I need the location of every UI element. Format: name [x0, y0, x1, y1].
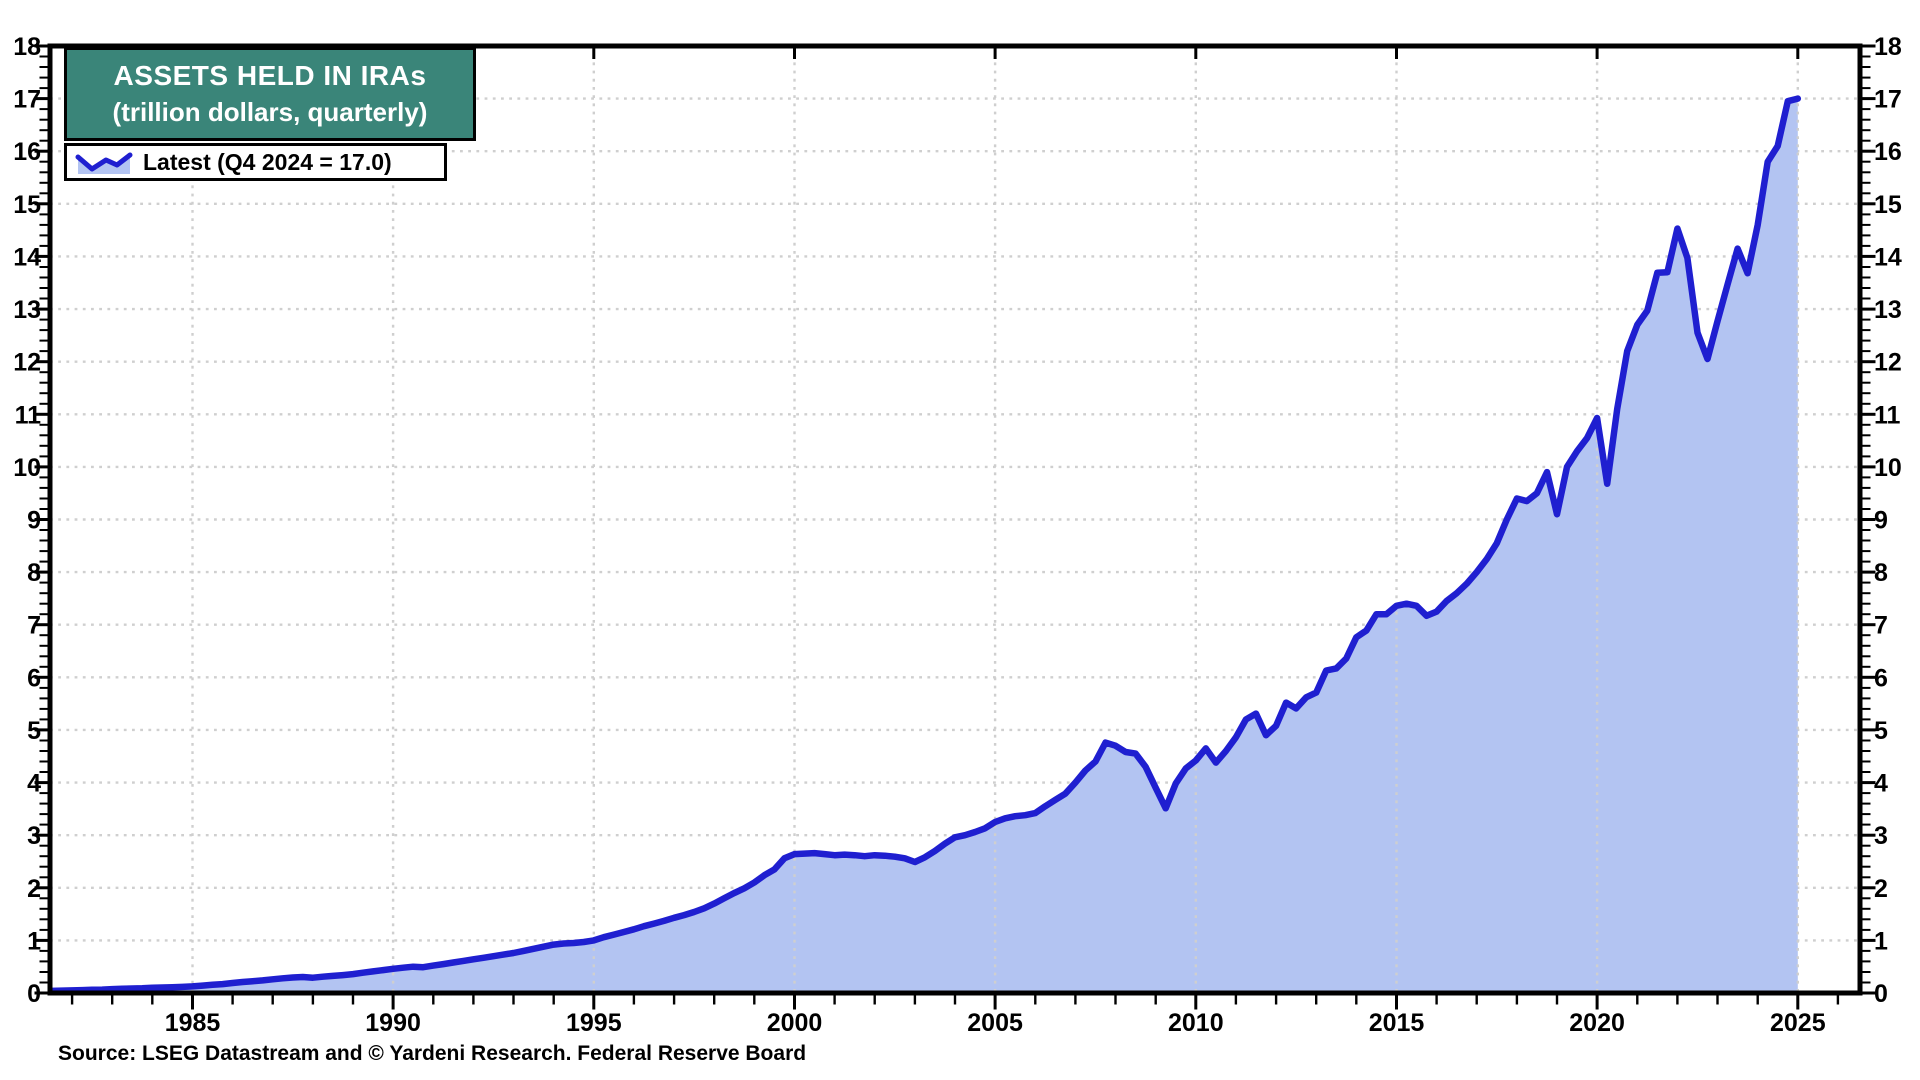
y-axis-label-left: 0 — [27, 980, 41, 1008]
x-axis-label: 2010 — [1168, 1009, 1224, 1037]
y-axis-label-right: 0 — [1874, 980, 1888, 1008]
y-axis-label-left: 1 — [27, 927, 41, 955]
x-axis-label: 2020 — [1569, 1009, 1625, 1037]
y-axis-label-right: 14 — [1874, 243, 1902, 271]
y-axis-label-right: 17 — [1874, 86, 1902, 114]
y-axis-label-right: 10 — [1874, 454, 1902, 482]
plot-frame — [47, 43, 1863, 996]
y-axis-label-right: 4 — [1874, 770, 1888, 798]
y-axis-label-left: 3 — [27, 822, 41, 850]
y-axis-label-left: 18 — [13, 33, 41, 61]
y-axis-label-left: 17 — [13, 86, 41, 114]
y-axis-label-right: 5 — [1874, 717, 1888, 745]
y-axis-label-right: 16 — [1874, 138, 1902, 166]
y-axis-label-left: 16 — [13, 138, 41, 166]
legend-swatch-icon — [75, 152, 133, 174]
y-axis-label-right: 1 — [1874, 927, 1888, 955]
y-axis-label-left: 11 — [15, 401, 42, 429]
y-axis-label-left: 13 — [13, 296, 41, 324]
y-axis-label-right: 2 — [1874, 875, 1888, 903]
x-axis-label: 2025 — [1770, 1009, 1826, 1037]
legend-label: Latest (Q4 2024 = 17.0) — [143, 148, 392, 175]
y-axis-label-right: 15 — [1874, 191, 1902, 219]
y-axis-label-left: 8 — [27, 559, 41, 587]
y-axis-label-left: 5 — [27, 717, 41, 745]
y-axis-label-right: 3 — [1874, 822, 1888, 850]
y-axis-label-left: 10 — [13, 454, 41, 482]
y-axis-label-left: 12 — [13, 349, 41, 377]
y-axis-label-right: 7 — [1874, 612, 1888, 640]
chart-subtitle: (trillion dollars, quarterly) — [112, 97, 428, 127]
y-axis-label-left: 9 — [27, 507, 41, 535]
y-axis-label-left: 7 — [27, 612, 41, 640]
y-axis-label-left: 15 — [13, 191, 41, 219]
x-axis-label: 1995 — [566, 1009, 622, 1037]
y-axis-label-left: 14 — [13, 243, 41, 271]
y-axis-label-left: 6 — [27, 664, 41, 692]
y-axis-label-right: 6 — [1874, 664, 1888, 692]
y-axis-label-left: 2 — [27, 875, 41, 903]
x-axis-label: 2015 — [1369, 1009, 1425, 1037]
x-axis-label: 1990 — [365, 1009, 421, 1037]
y-axis-label-right: 12 — [1874, 349, 1902, 377]
y-axis-label-left: 4 — [27, 770, 41, 798]
y-axis-label-right: 13 — [1874, 296, 1902, 324]
area-fill — [52, 98, 1798, 994]
y-axis-label-right: 9 — [1874, 507, 1888, 535]
data-line — [48, 95, 1802, 995]
source-note: Source: LSEG Datastream and © Yardeni Re… — [58, 1042, 807, 1065]
chart-title-box: ASSETS HELD IN IRAs (trillion dollars, q… — [64, 47, 476, 141]
y-axis-label-right: 8 — [1874, 559, 1888, 587]
x-axis-label: 2005 — [967, 1009, 1023, 1037]
legend: Latest (Q4 2024 = 17.0) — [64, 143, 447, 181]
chart-title: ASSETS HELD IN IRAs — [113, 60, 427, 91]
x-axis-label: 1985 — [165, 1009, 221, 1037]
y-axis-label-right: 11 — [1874, 401, 1901, 429]
y-axis-label-right: 18 — [1874, 33, 1902, 61]
x-axis-label: 2000 — [767, 1009, 823, 1037]
